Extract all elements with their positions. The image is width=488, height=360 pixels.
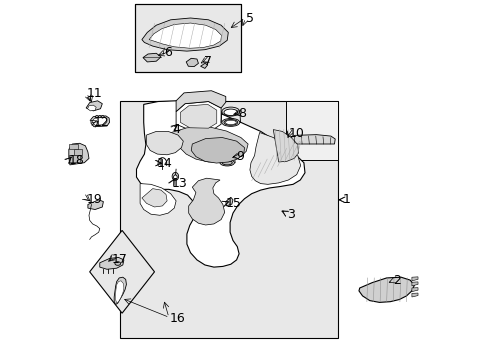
Text: 15: 15 <box>225 197 241 210</box>
Text: 14: 14 <box>156 157 172 170</box>
Polygon shape <box>140 184 176 215</box>
Bar <box>134 4 241 72</box>
Polygon shape <box>88 200 103 210</box>
Polygon shape <box>411 288 417 292</box>
Bar <box>69 155 80 162</box>
Polygon shape <box>114 277 126 305</box>
Text: 2: 2 <box>392 274 400 287</box>
Ellipse shape <box>220 159 234 166</box>
Text: 18: 18 <box>69 154 84 167</box>
Polygon shape <box>176 102 221 130</box>
Polygon shape <box>288 135 335 144</box>
Text: 17: 17 <box>112 253 128 266</box>
Text: 3: 3 <box>286 208 294 221</box>
Text: 5: 5 <box>245 12 253 24</box>
Polygon shape <box>411 293 417 297</box>
Polygon shape <box>142 18 228 51</box>
Text: 4: 4 <box>172 123 180 136</box>
Ellipse shape <box>95 116 98 118</box>
Polygon shape <box>87 105 96 111</box>
Text: 8: 8 <box>238 107 246 120</box>
Ellipse shape <box>173 175 177 179</box>
Polygon shape <box>69 143 89 165</box>
Polygon shape <box>92 117 107 125</box>
Ellipse shape <box>172 172 178 180</box>
Ellipse shape <box>101 116 104 118</box>
Text: 16: 16 <box>170 312 185 325</box>
Polygon shape <box>142 189 167 207</box>
Ellipse shape <box>220 151 234 158</box>
Text: 12: 12 <box>94 116 109 129</box>
Polygon shape <box>115 281 123 303</box>
Ellipse shape <box>224 109 237 116</box>
Ellipse shape <box>98 116 101 118</box>
Polygon shape <box>225 197 232 206</box>
Polygon shape <box>191 138 244 163</box>
Ellipse shape <box>222 153 232 158</box>
Polygon shape <box>411 277 417 281</box>
Polygon shape <box>146 131 183 155</box>
Polygon shape <box>136 101 305 267</box>
Polygon shape <box>188 178 224 225</box>
Bar <box>69 144 78 149</box>
Ellipse shape <box>222 107 239 116</box>
Polygon shape <box>89 230 154 313</box>
Polygon shape <box>186 58 198 67</box>
Text: 7: 7 <box>204 55 212 68</box>
Text: 13: 13 <box>171 177 187 190</box>
Polygon shape <box>142 53 161 62</box>
Ellipse shape <box>222 118 239 126</box>
Polygon shape <box>176 91 225 112</box>
Text: 1: 1 <box>342 193 349 206</box>
Polygon shape <box>180 104 216 128</box>
Text: 10: 10 <box>288 127 304 140</box>
Polygon shape <box>100 257 123 269</box>
Bar <box>74 149 82 155</box>
Ellipse shape <box>222 161 232 165</box>
Polygon shape <box>91 116 109 127</box>
Text: 11: 11 <box>87 87 102 100</box>
Polygon shape <box>358 277 413 302</box>
Text: 6: 6 <box>164 46 172 59</box>
Text: 9: 9 <box>236 150 244 163</box>
Polygon shape <box>249 132 300 184</box>
Polygon shape <box>86 101 102 111</box>
Polygon shape <box>200 63 207 68</box>
Text: 19: 19 <box>87 193 102 206</box>
Bar <box>134 4 241 72</box>
Polygon shape <box>149 23 221 48</box>
Ellipse shape <box>224 120 237 125</box>
Polygon shape <box>273 130 298 162</box>
Bar <box>120 101 337 338</box>
Ellipse shape <box>115 262 121 265</box>
Bar <box>285 101 337 160</box>
Polygon shape <box>168 127 247 162</box>
Polygon shape <box>411 282 417 286</box>
Ellipse shape <box>225 120 236 125</box>
